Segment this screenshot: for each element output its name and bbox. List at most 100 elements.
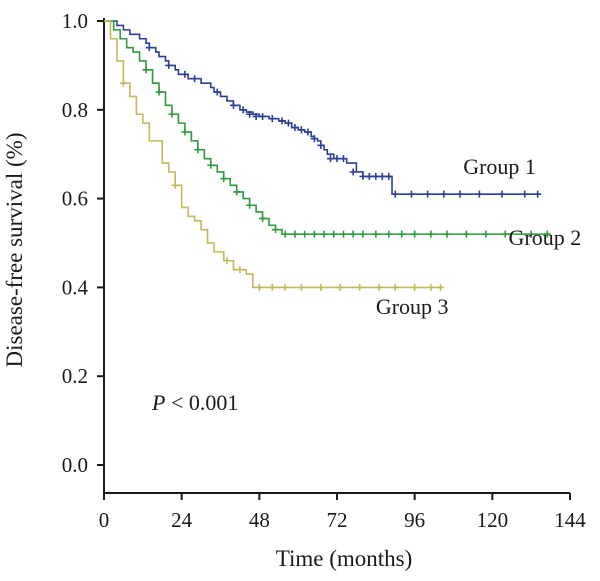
group-1-censor-mark (165, 61, 173, 69)
group-1-censor-mark (391, 190, 399, 198)
group-2-censor-mark (372, 230, 380, 238)
group-1-censor-mark (385, 172, 393, 180)
group-1-censor-mark (284, 119, 292, 127)
group-3-censor-mark (317, 283, 325, 291)
group-3-label: Group 3 (376, 294, 449, 319)
group-3-censor-mark (427, 283, 435, 291)
y-tick-label: 0.2 (62, 364, 88, 388)
group-1-censor-mark (333, 155, 341, 163)
group-2-censor-mark (246, 201, 254, 209)
y-tick-label: 1.0 (62, 9, 88, 33)
group-1-censor-mark (191, 75, 199, 83)
group-1-censor-mark (534, 190, 542, 198)
group-2-censor-mark (233, 188, 241, 196)
group-3-censor-mark (171, 181, 179, 189)
x-axis-title: Time (months) (276, 546, 413, 571)
group-3-censor-mark (255, 283, 263, 291)
group-2-censor-mark (155, 88, 163, 96)
group-2-censor-mark (339, 230, 347, 238)
group-1-censor-mark (424, 190, 432, 198)
x-tick-label: 120 (477, 508, 509, 532)
x-tick-label: 72 (327, 508, 348, 532)
group-1-censor-mark (475, 190, 483, 198)
group-2-censor-mark (385, 230, 393, 238)
group-1-censor-mark (339, 155, 347, 163)
group-2-censor-mark (501, 230, 509, 238)
group-3-censor-mark (268, 283, 276, 291)
group-2-censor-mark (272, 226, 280, 234)
group-2-censor-mark (194, 146, 202, 154)
group-1-censor-mark (372, 172, 380, 180)
group-2-censor-mark (142, 66, 150, 74)
group-2-censor-mark (181, 128, 189, 136)
group-2-censor-mark (398, 230, 406, 238)
p-value-rest: < 0.001 (165, 390, 238, 415)
series-group-1: Group 1 (104, 20, 542, 198)
group-1-censor-mark (310, 135, 318, 143)
group-1-censor-mark (213, 88, 221, 96)
group-3-censor-mark (375, 283, 383, 291)
group-2-censor-mark (527, 230, 535, 238)
group-1-censor-mark (252, 112, 260, 120)
series-layer: Group 1 Group 2 Group 3 (104, 20, 582, 319)
y-tick-label: 0.8 (62, 98, 88, 122)
group-3-censor-mark (336, 283, 344, 291)
x-tick-label: 0 (99, 508, 110, 532)
group-3-censor-mark (411, 283, 419, 291)
group-2-censor-mark (320, 230, 328, 238)
group-1-label: Group 1 (463, 154, 536, 179)
group-1-censor-mark (317, 141, 325, 149)
group-1-censor-mark (239, 106, 247, 114)
x-tick-label: 144 (554, 508, 586, 532)
group-2-censor-mark (443, 230, 451, 238)
group-2-censor-mark (330, 230, 338, 238)
group-2-censor-mark (543, 230, 551, 238)
group-3-censor-mark (223, 257, 231, 265)
group-1-censor-mark (359, 172, 367, 180)
x-tick-label: 48 (249, 508, 270, 532)
y-tick-label: 0.6 (62, 187, 88, 211)
group-1-censor-mark (268, 115, 276, 123)
group-3-censor-mark (437, 283, 445, 291)
group-1-censor-mark (229, 101, 237, 109)
x-tick-label: 24 (171, 508, 193, 532)
group-3-censor-mark (297, 283, 305, 291)
group-3-censor-mark (236, 266, 244, 274)
group-1-censor-mark (291, 124, 299, 132)
group-1-censor-mark (456, 190, 464, 198)
group-1-censor-mark (327, 155, 335, 163)
group-1-censor-mark (181, 70, 189, 78)
y-tick-label: 0.0 (62, 453, 88, 477)
ticks: 0 24 48 72 96 120 144 0.0 0.2 0.4 0.6 0.8 1.0 (62, 9, 587, 532)
group-1-censor-mark (246, 110, 254, 118)
group-1-censor-mark (349, 168, 357, 176)
group-2-censor-mark (310, 230, 318, 238)
group-2-censor-mark (281, 230, 289, 238)
series-group-3: Group 3 (104, 20, 449, 319)
group-3-curve (104, 20, 444, 289)
group-1-censor-mark (259, 112, 267, 120)
group-1-censor-mark (378, 172, 386, 180)
group-1-censor-mark (278, 117, 286, 125)
y-tick-label: 0.4 (62, 275, 89, 299)
group-2-censor-mark (259, 215, 267, 223)
x-tick-label: 96 (404, 508, 425, 532)
group-1-censor-mark (440, 190, 448, 198)
group-1-censor-mark (304, 128, 312, 136)
p-value-italic: P (151, 390, 165, 415)
group-2-censor-mark (411, 230, 419, 238)
y-axis-title: Disease-free survival (%) (2, 133, 27, 368)
group-2-censor-mark (482, 230, 490, 238)
group-1-censor-mark (145, 44, 153, 52)
group-2-censor-mark (427, 230, 435, 238)
group-2-label: Group 2 (509, 225, 582, 250)
group-1-censor-mark (365, 172, 373, 180)
p-value-annotation: P < 0.001 (151, 390, 238, 415)
series-group-2: Group 2 (104, 20, 582, 250)
group-1-censor-mark (498, 190, 506, 198)
group-2-censor-mark (220, 175, 228, 183)
group-3-censor-mark (119, 79, 127, 87)
group-2-curve (104, 20, 551, 235)
group-3-censor-mark (356, 283, 364, 291)
